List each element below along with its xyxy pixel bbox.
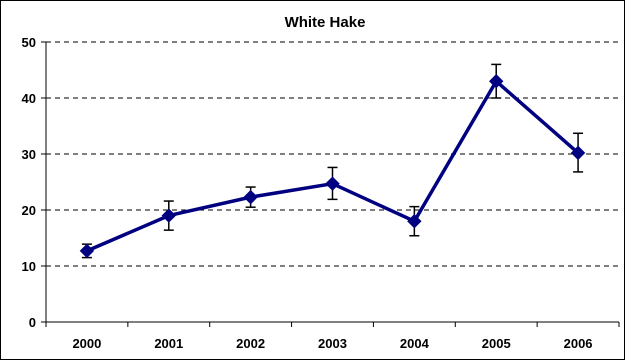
x-tick-label-2004: 2004	[400, 336, 430, 351]
x-tick-label-2002: 2002	[236, 336, 265, 351]
data-markers	[79, 73, 586, 259]
data-point-2001	[161, 208, 176, 223]
y-tick-label-10: 10	[22, 259, 36, 274]
data-point-2006	[570, 145, 586, 161]
y-tick-label-50: 50	[22, 35, 36, 50]
x-tick-labels: 2000 2001 2002 2003 2004 2005 2006	[72, 336, 592, 351]
chart-title: White Hake	[285, 14, 366, 31]
series-layer	[86, 79, 580, 253]
y-tick-label-0: 0	[29, 315, 36, 330]
data-point-2005	[489, 73, 504, 89]
x-tick-label-2006: 2006	[564, 336, 593, 351]
x-tick-label-2003: 2003	[318, 336, 347, 351]
x-tick-label-2001: 2001	[154, 336, 183, 351]
data-point-2003	[325, 176, 340, 191]
axis-layer	[41, 41, 620, 327]
y-tick-label-20: 20	[22, 203, 36, 218]
y-tick-label-30: 30	[22, 147, 36, 162]
y-tick-label-40: 40	[22, 91, 36, 106]
data-point-2000	[79, 243, 95, 259]
x-tick-label-2005: 2005	[482, 336, 511, 351]
x-tick-label-2000: 2000	[72, 336, 101, 351]
series-line-0	[86, 79, 580, 253]
data-point-2002	[243, 189, 258, 205]
data-point-2004	[407, 213, 422, 229]
grid-layer	[46, 41, 619, 267]
y-tick-labels: 0 10 20 30 40 50	[22, 35, 36, 330]
